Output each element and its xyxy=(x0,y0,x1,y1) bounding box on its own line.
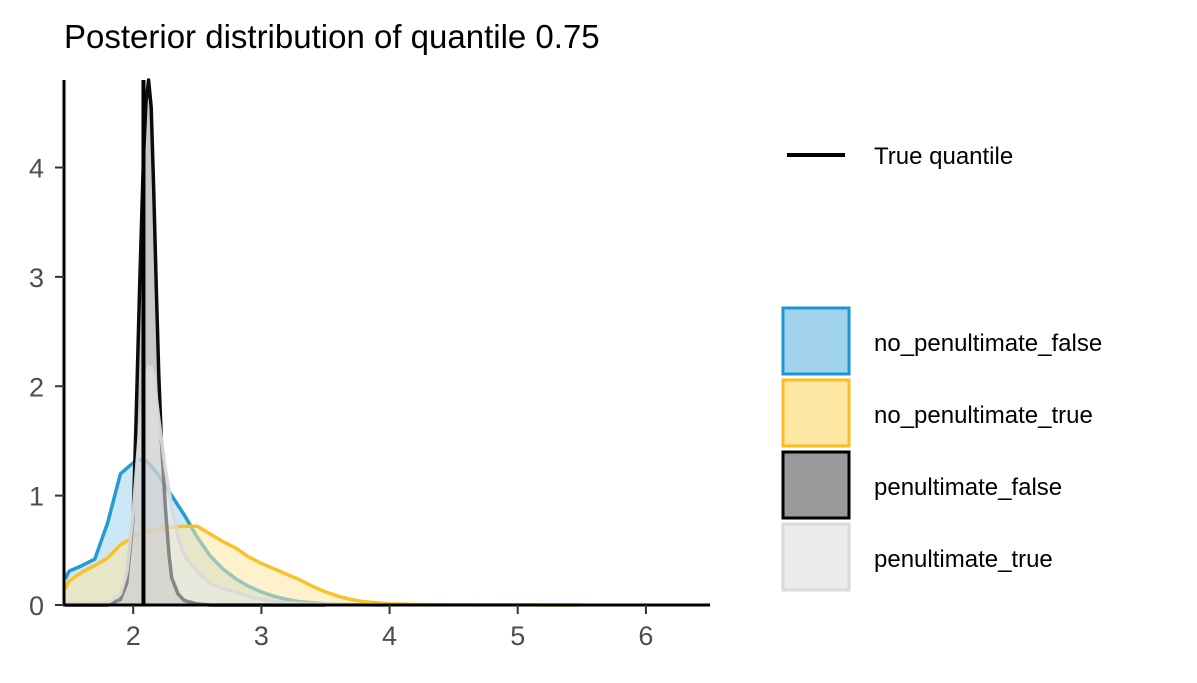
legend: True quantile no_penultimate_false no_penu… xyxy=(781,143,1102,592)
chart-title: Posterior distribution of quantile 0.75 xyxy=(64,18,600,55)
legend-key-penultimate_false xyxy=(781,450,851,520)
x-tick-label-2: 2 xyxy=(126,621,141,651)
y-tick-label-4: 4 xyxy=(29,154,44,184)
density-area-penultimate_true xyxy=(65,366,390,605)
x-tick-label-4: 4 xyxy=(382,621,397,651)
legend-key-no_penultimate_false xyxy=(781,306,851,376)
x-tick-label-6: 6 xyxy=(638,621,653,651)
legend-label-penultimate_false: penultimate_false xyxy=(874,474,1062,501)
y-tick-label-0: 0 xyxy=(29,591,44,621)
legend-label-true-quantile: True quantile xyxy=(874,143,1013,170)
x-tick-label-3: 3 xyxy=(254,621,269,651)
density-line-penultimate_true xyxy=(65,364,390,607)
legend-key-no_penultimate_true xyxy=(781,378,851,448)
x-tick-label-5: 5 xyxy=(510,621,525,651)
y-tick-label-1: 1 xyxy=(29,482,44,512)
series-layer xyxy=(63,78,582,607)
y-tick-label-2: 2 xyxy=(29,372,44,402)
y-tick-label-3: 3 xyxy=(29,263,44,293)
legend-label-penultimate_true: penultimate_true xyxy=(874,546,1053,573)
legend-label-no_penultimate_false: no_penultimate_false xyxy=(874,330,1102,357)
axes: 2 3 4 5 6 0 1 2 3 4 xyxy=(29,80,710,651)
legend-key-penultimate_true xyxy=(781,522,851,592)
density-line-no_penultimate_true xyxy=(63,524,582,607)
legend-label-no_penultimate_true: no_penultimate_true xyxy=(874,402,1093,429)
